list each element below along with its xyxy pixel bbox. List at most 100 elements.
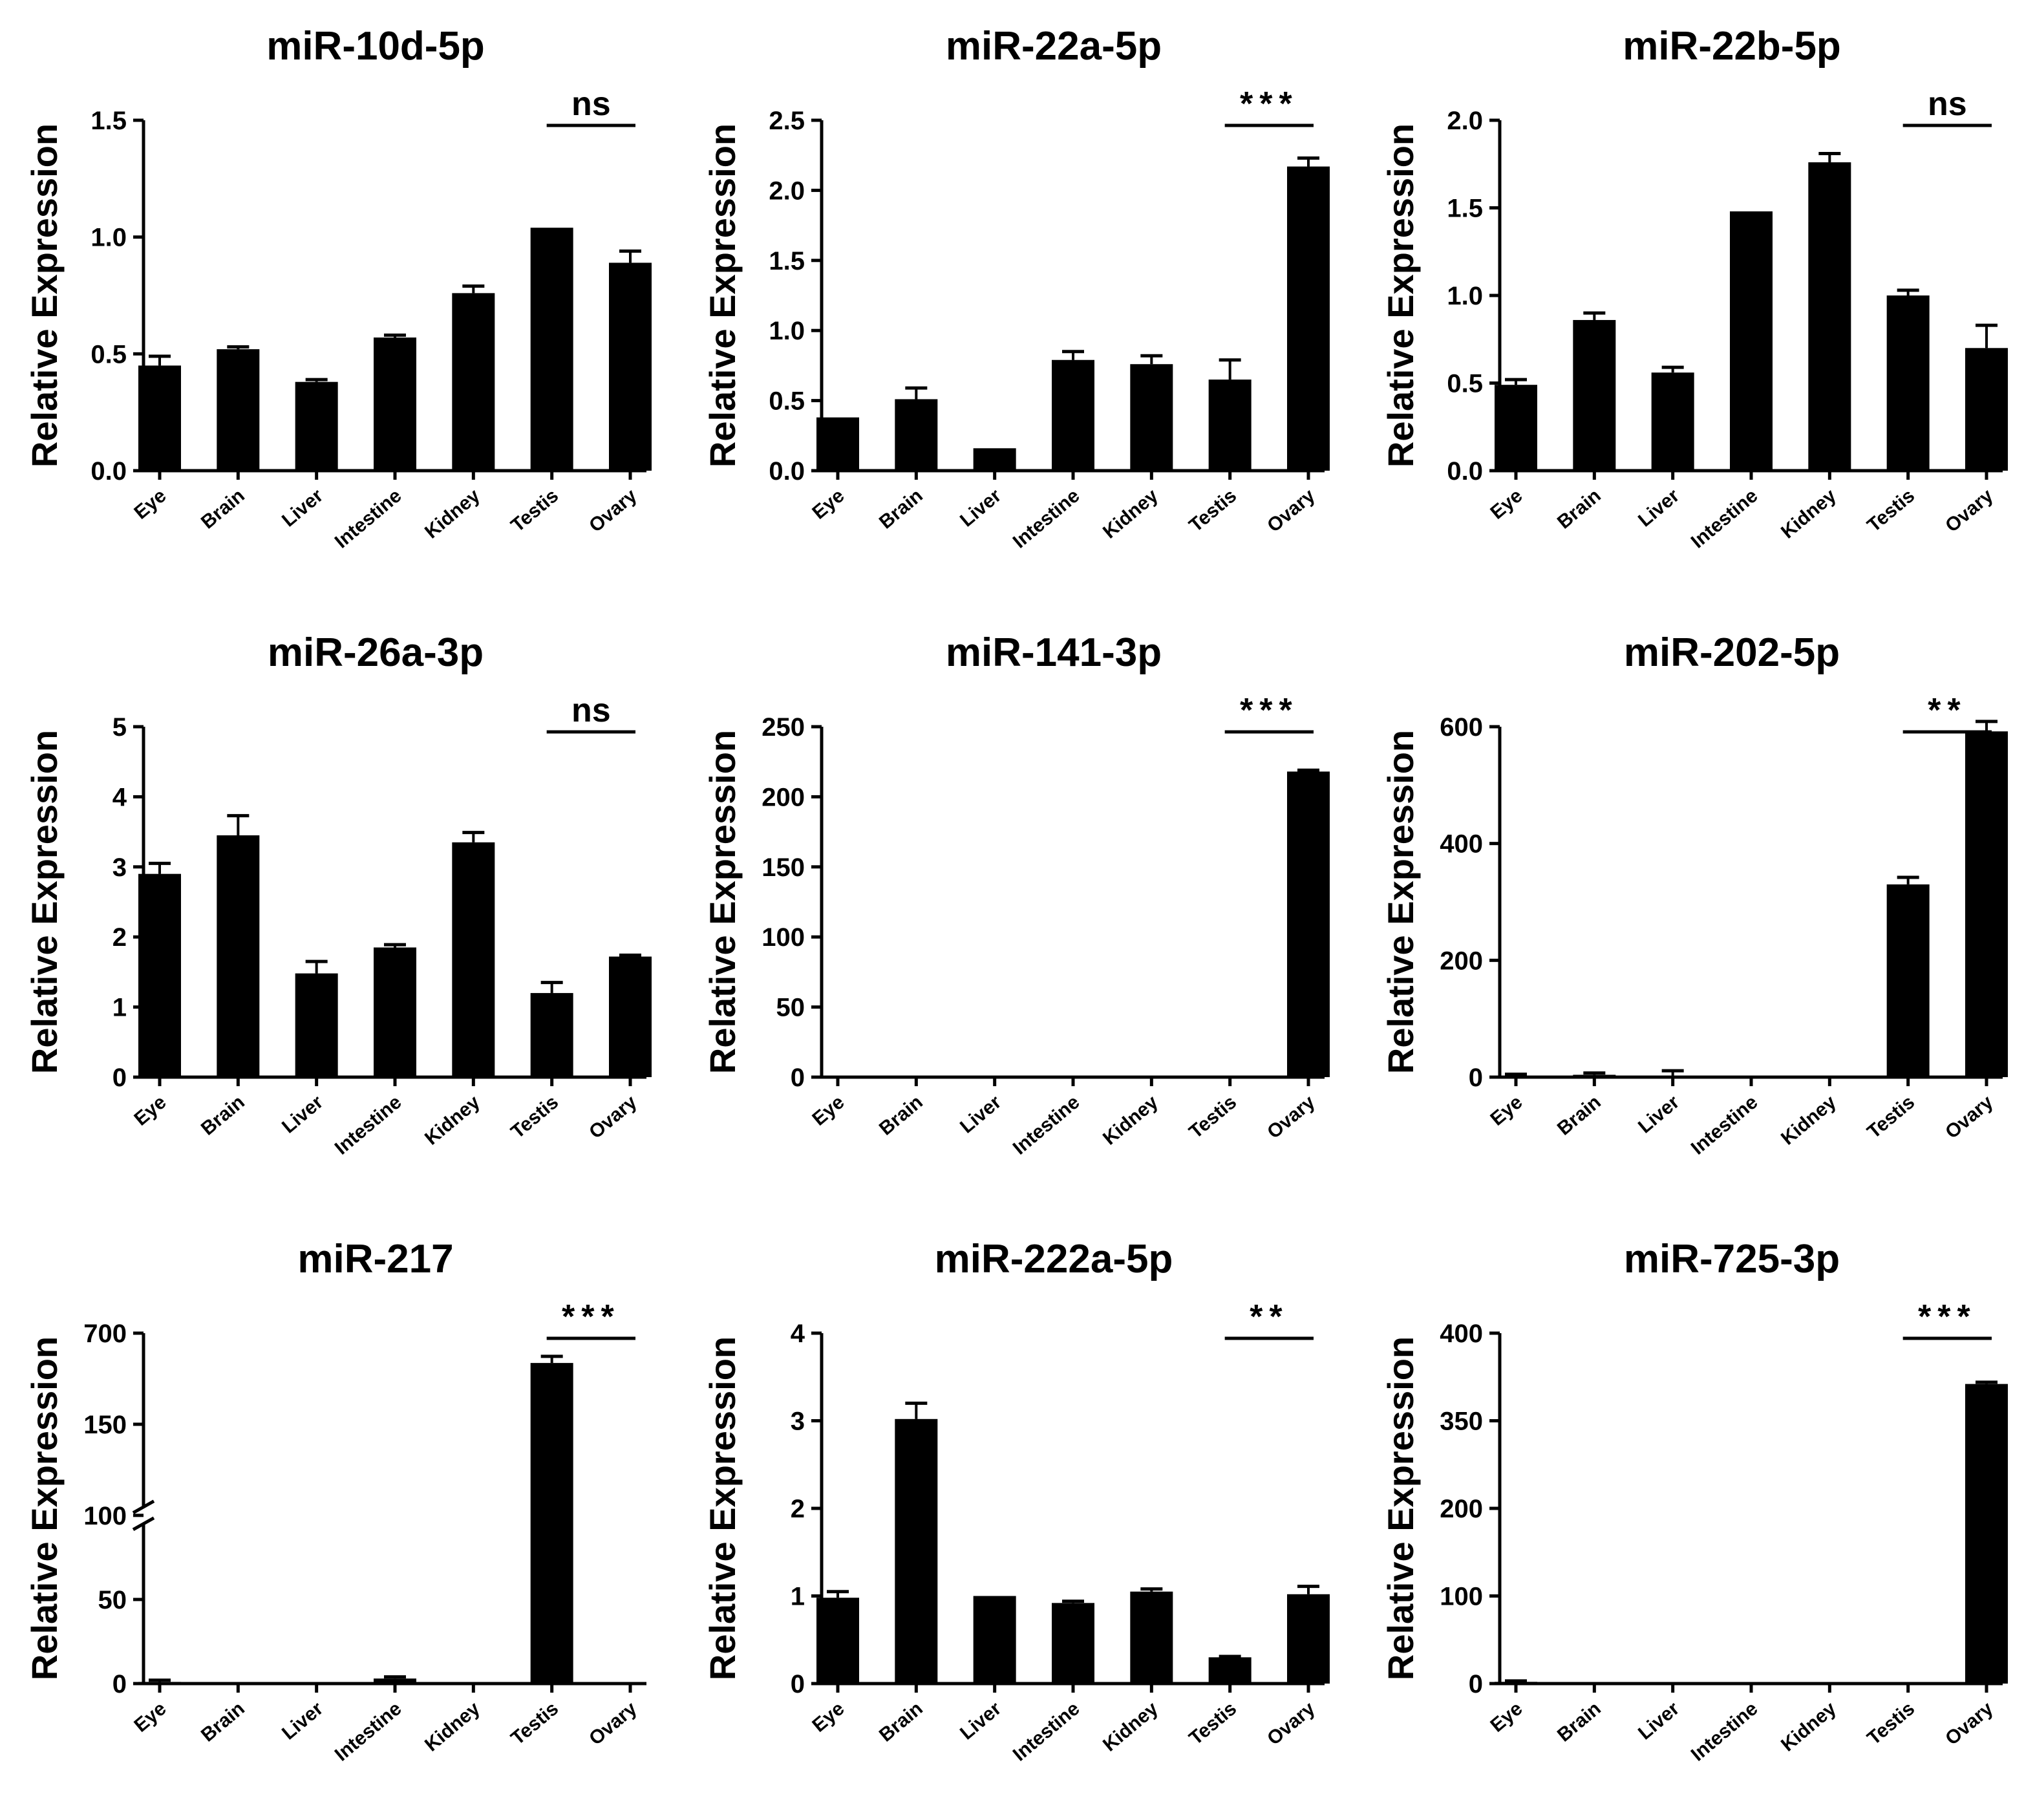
category-label: Eye [130,1091,170,1130]
y-axis-label: Relative Expression [24,1336,65,1680]
significance-label: *** [1240,692,1299,729]
y-tick-label: 600 [1440,713,1483,742]
bar-kidney [452,293,495,471]
category-label: Eye [130,485,170,524]
bar-brain [895,1419,938,1684]
category-label: Eye [808,485,848,524]
y-tick-label: 50 [776,994,805,1022]
bar-eye [816,1598,859,1684]
significance-label: *** [1240,85,1299,123]
category-label: Ovary [1941,1091,1998,1143]
bar-ovary [609,956,652,1077]
bar-liver [295,973,338,1077]
chart-title: miR-26a-3p [268,630,484,675]
category-label: Testis [507,1091,562,1143]
chart-title: miR-217 [297,1237,453,1281]
category-label: Ovary [585,1698,641,1750]
bar-testis [1886,295,1930,471]
y-axis-label: Relative Expression [1380,730,1421,1074]
y-tick-label: 0 [1469,1064,1483,1092]
y-tick-label: 5 [112,713,127,742]
category-label: Kidney [421,485,484,543]
bar-liver [973,1596,1016,1684]
category-label: Brain [1553,1698,1605,1746]
chart-panel: miR-22b-5p Relative Expression 0.0 0.5 1.0 1.… [1356,0,2034,606]
y-tick-label: 400 [1440,1320,1483,1348]
category-label: Intestine [331,1091,406,1159]
y-tick-label: 200 [1440,947,1483,975]
bar-kidney [1130,364,1173,471]
category-label: Ovary [1263,1698,1319,1750]
category-label: Testis [507,485,562,537]
chart-title: miR-725-3p [1624,1237,1840,1281]
axis-break-mark [132,1516,155,1532]
y-axis-label: Relative Expression [24,123,65,467]
category-label: Testis [1185,1698,1241,1750]
significance-label: ** [1928,692,1966,729]
y-tick-label: 0 [112,1670,127,1698]
category-label: Liver [1634,1698,1683,1744]
bar-intestine [374,947,416,1077]
y-tick-label: 1 [791,1583,805,1611]
y-tick-label: 100 [1440,1583,1483,1611]
bar-intestine [1052,359,1094,471]
bar-testis [530,1363,573,1684]
bar-ovary [1287,1594,1330,1684]
significance-label: *** [562,1298,621,1336]
y-tick-label: 150 [83,1411,127,1439]
category-label: Intestine [1687,1698,1762,1766]
category-label: Kidney [1777,1698,1840,1756]
category-label: Liver [278,1698,327,1744]
y-tick-label: 2 [791,1495,805,1523]
category-label: Kidney [1099,485,1162,543]
y-tick-label: 1.5 [1447,195,1483,223]
chart-panel: miR-222a-5p Relative Expression 0 1 2 3 4 Eye Br… [678,1213,1356,1819]
bar-eye [1495,1076,1537,1077]
bar-eye [138,873,181,1077]
category-label: Brain [197,1091,249,1140]
significance-label: ns [1928,85,1967,123]
bar-ovary [1287,771,1330,1077]
y-tick-label: 1.0 [769,317,805,345]
category-label: Testis [1863,485,1919,537]
bar-eye [138,365,181,471]
y-tick-label: 1.0 [91,224,127,252]
chart-svg: miR-22b-5p Relative Expression 0.0 0.5 1.0 1.… [1380,24,2008,553]
chart-svg: miR-10d-5p Relative Expression 0.0 0.5 1.0 1.… [24,24,652,553]
category-label: Liver [956,1698,1005,1744]
y-tick-label: 150 [762,853,805,882]
bar-liver [1651,1076,1694,1077]
y-axis-label: Relative Expression [1380,1336,1421,1680]
bar-liver [973,448,1016,471]
chart-panel: miR-10d-5p Relative Expression 0.0 0.5 1.0 1.… [0,0,678,606]
y-tick-label: 50 [98,1586,127,1614]
category-label: Brain [875,485,927,533]
category-label: Kidney [421,1698,484,1756]
bar-ovary [1287,166,1330,471]
y-tick-label: 2.5 [769,107,805,135]
bar-brain [217,349,260,471]
y-tick-label: 2.0 [769,177,805,205]
bar-eye [1495,1682,1537,1684]
chart-svg: miR-26a-3p Relative Expression 0 1 2 3 4 5 Eye Br… [24,630,652,1159]
chart-panel: miR-725-3p Relative Expression 0 100 200 350 4… [1356,1213,2034,1819]
category-label: Brain [1553,1091,1605,1140]
category-label: Ovary [585,1091,641,1143]
bar-brain [1573,1075,1616,1077]
category-label: Intestine [331,485,406,553]
bar-liver [295,381,338,471]
category-label: Liver [1634,485,1683,531]
significance-label: ns [571,85,611,123]
bar-kidney [1808,162,1851,471]
category-label: Testis [1863,1698,1919,1750]
chart-svg: miR-217 Relative Expression 0 50 100 150 700 Ey… [24,1237,646,1766]
category-label: Eye [1486,1091,1526,1130]
bar-intestine [374,337,416,471]
bar-testis [530,228,573,471]
y-tick-label: 350 [1440,1408,1483,1436]
category-label: Testis [507,1698,562,1750]
chart-svg: miR-22a-5p Relative Expression 0.0 0.5 1.0 1.… [702,24,1330,553]
category-label: Intestine [1687,1091,1762,1159]
y-axis-label: Relative Expression [24,730,65,1074]
category-label: Eye [808,1698,848,1737]
